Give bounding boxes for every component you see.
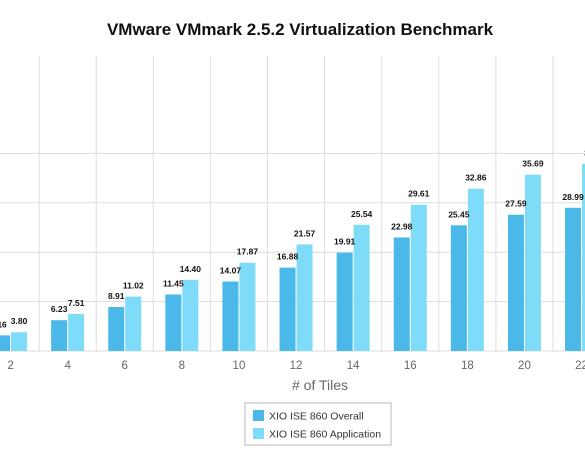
x-tick-label: 10: [233, 360, 246, 372]
bar-application: [582, 163, 585, 351]
bar-overall: [108, 306, 125, 351]
bar-overall: [336, 252, 353, 351]
x-tick-label: 20: [518, 360, 531, 372]
bar-overall: [565, 207, 582, 351]
x-tick-label: 2: [7, 360, 13, 372]
bar-overall: [393, 237, 410, 351]
data-label: 3.80: [11, 316, 28, 326]
bar-application: [11, 332, 28, 351]
bars: [0, 163, 585, 351]
data-label: 16.88: [277, 252, 299, 262]
bar-application: [524, 174, 541, 351]
x-tick-label: 14: [347, 360, 360, 372]
data-label: 11.45: [163, 278, 184, 288]
data-label: 25.45: [448, 209, 470, 219]
chart-title: VMware VMmark 2.5.2 Virtualization Bench…: [107, 20, 494, 39]
bar-application: [467, 188, 484, 351]
data-label: 28.99: [562, 192, 584, 202]
data-label: 27.59: [505, 199, 527, 209]
data-label: 17.87: [237, 247, 259, 257]
data-label: 35.69: [522, 159, 544, 169]
data-label: 7.51: [68, 298, 85, 308]
x-tick-label: 18: [461, 360, 474, 372]
data-label: 19.91: [334, 237, 356, 247]
data-label: 11.02: [123, 281, 144, 291]
x-tick-label: 8: [179, 360, 185, 372]
bar-overall: [279, 267, 296, 351]
x-tick-label: 16: [404, 360, 417, 372]
x-tick-label: 4: [64, 360, 71, 372]
legend-swatch-application: [253, 428, 264, 439]
bar-application: [68, 313, 85, 351]
bar-overall: [507, 214, 524, 351]
grid: [0, 56, 585, 352]
bar-overall: [51, 320, 68, 351]
bar-application: [353, 224, 370, 351]
data-label: 25.54: [351, 209, 373, 219]
data-label: 29.61: [408, 189, 430, 199]
bar-overall: [450, 225, 467, 351]
legend-swatch-overall: [253, 410, 264, 421]
x-axis-label: # of Tiles: [292, 377, 348, 393]
data-label: 32.86: [465, 173, 487, 183]
legend-box: [244, 402, 392, 446]
bar-application: [296, 244, 313, 351]
bar-application: [410, 204, 427, 351]
data-label: 6.23: [51, 304, 68, 314]
x-tick-label: 22: [575, 360, 585, 372]
data-label: 16: [0, 319, 7, 329]
bar-application: [239, 262, 256, 351]
data-label: 8.91: [108, 291, 125, 301]
legend-label-application: XIO ISE 860 Application: [269, 429, 381, 441]
legend-label-overall: XIO ISE 860 Overall: [269, 411, 364, 423]
x-tick-label: 12: [290, 360, 303, 372]
bar-application: [182, 279, 199, 351]
data-label: 22.98: [391, 221, 413, 231]
bar-overall: [222, 281, 239, 351]
data-label: 21.57: [294, 228, 316, 238]
bar-overall: [165, 294, 182, 351]
data-label: 14.40: [180, 264, 202, 274]
bar-application: [125, 296, 142, 351]
legend: XIO ISE 860 Overall XIO ISE 860 Applicat…: [244, 402, 392, 446]
bar-overall: [0, 335, 11, 351]
x-tick-label: 6: [122, 360, 128, 372]
x-axis-ticks: 2 4 6 8 10 12 14 16 18 20 22: [7, 360, 585, 372]
data-label: 14.07: [220, 265, 242, 275]
